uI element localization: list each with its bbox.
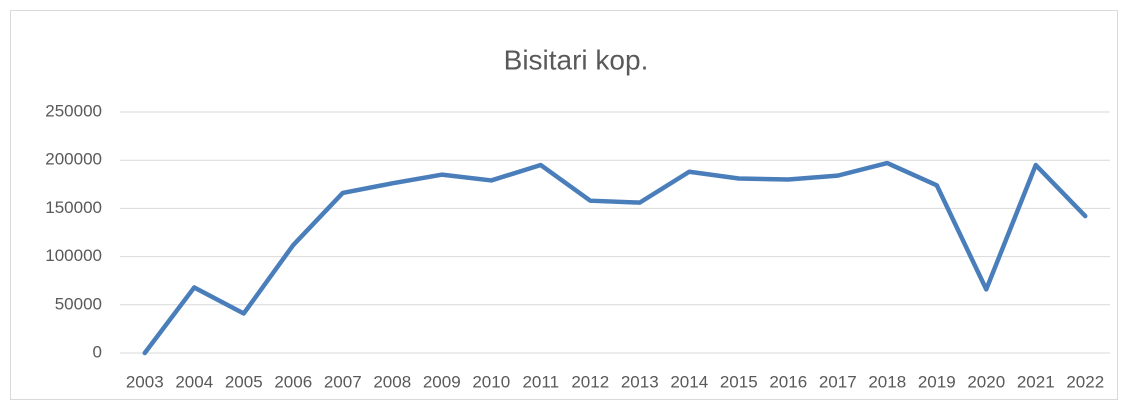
x-tick-label: 2013 bbox=[621, 372, 659, 391]
x-tick-label: 2007 bbox=[324, 372, 362, 391]
y-tick-label: 200000 bbox=[45, 150, 102, 169]
y-tick-label: 50000 bbox=[55, 294, 102, 313]
chart-title: Bisitari kop. bbox=[504, 44, 649, 75]
x-tick-label: 2012 bbox=[571, 372, 609, 391]
x-tick-label: 2016 bbox=[769, 372, 807, 391]
y-tick-label: 150000 bbox=[45, 198, 102, 217]
x-tick-label: 2018 bbox=[868, 372, 906, 391]
x-tick-label: 2022 bbox=[1066, 372, 1104, 391]
x-tick-label: 2004 bbox=[175, 372, 213, 391]
x-tick-label: 2003 bbox=[126, 372, 164, 391]
data-line bbox=[142, 160, 1088, 356]
x-tick-label: 2021 bbox=[1017, 372, 1055, 391]
x-tick-label: 2009 bbox=[423, 372, 461, 391]
y-tick-label: 0 bbox=[93, 342, 102, 361]
x-tick-label: 2014 bbox=[670, 372, 708, 391]
x-tick-label: 2005 bbox=[225, 372, 263, 391]
x-tick-label: 2015 bbox=[720, 372, 758, 391]
x-tick-label: 2006 bbox=[274, 372, 312, 391]
y-tick-label: 100000 bbox=[45, 246, 102, 265]
chart-frame bbox=[10, 10, 1118, 400]
x-tick-label: 2008 bbox=[373, 372, 411, 391]
y-tick-label: 250000 bbox=[45, 101, 102, 120]
x-tick-label: 2019 bbox=[918, 372, 956, 391]
x-tick-label: 2017 bbox=[819, 372, 857, 391]
x-tick-label: 2020 bbox=[967, 372, 1005, 391]
x-tick-label: 2011 bbox=[522, 372, 559, 391]
x-tick-label: 2010 bbox=[472, 372, 510, 391]
